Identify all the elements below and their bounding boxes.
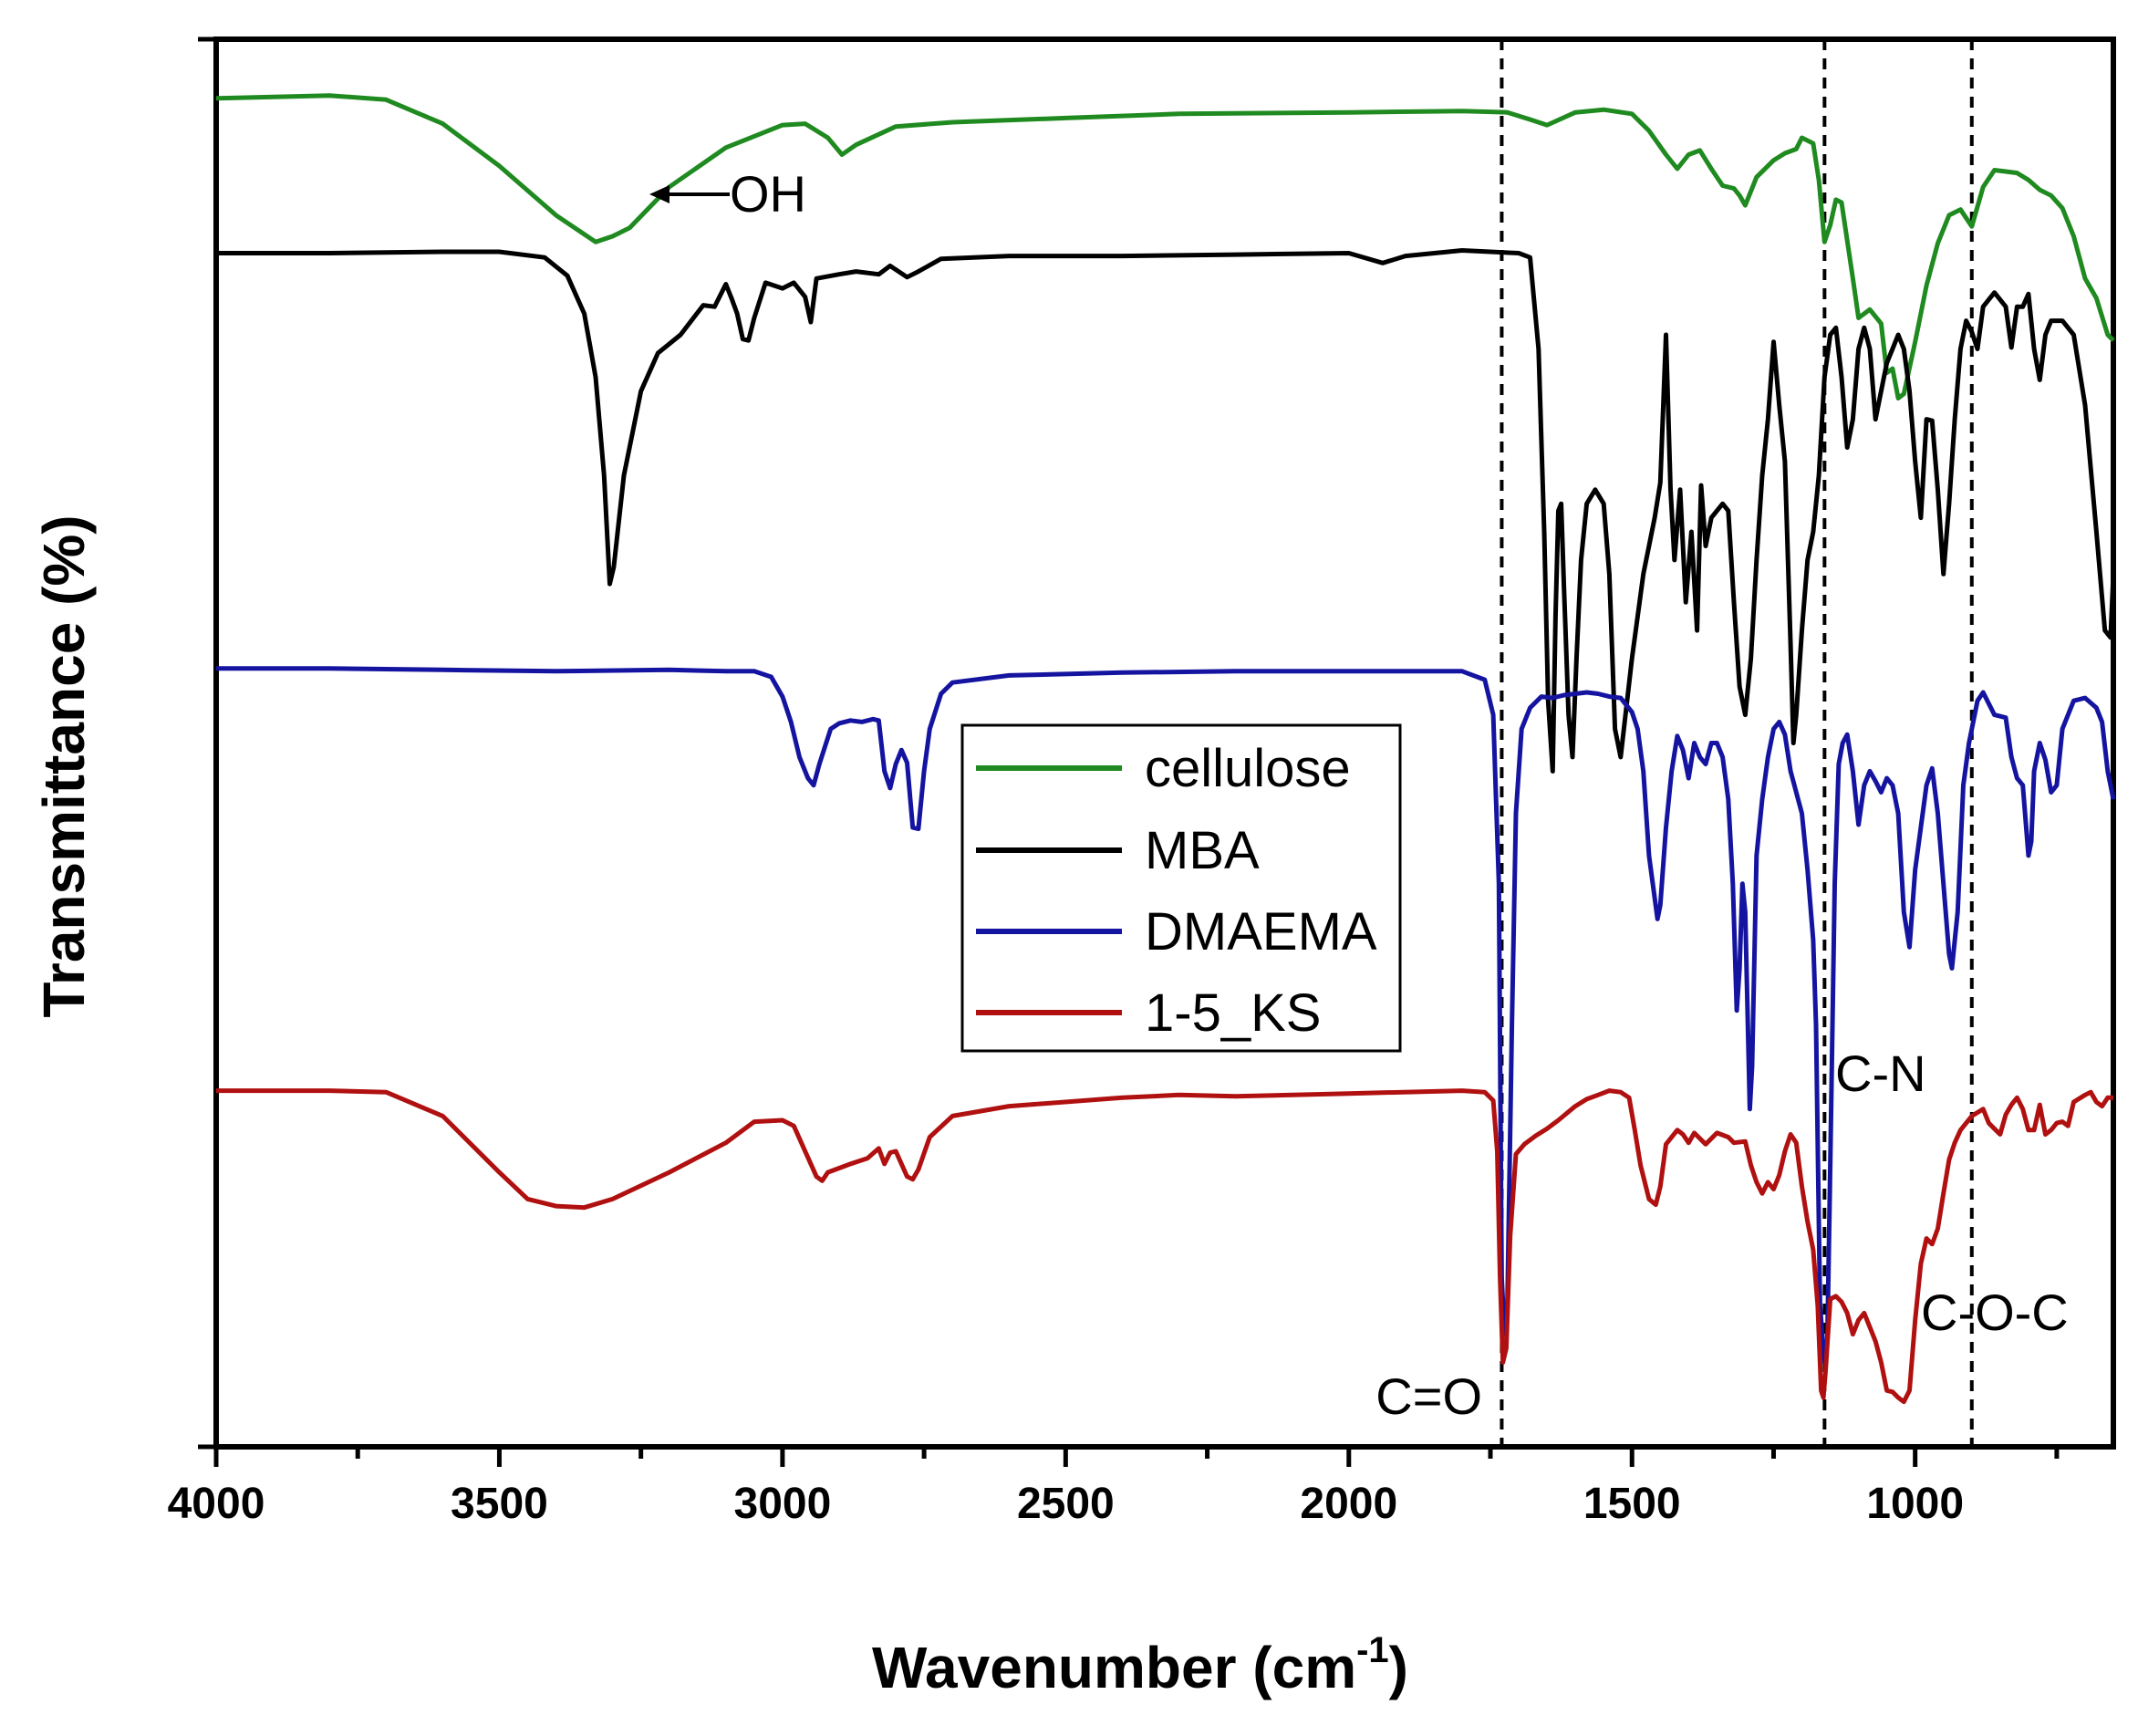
x-tick-label-2000: 2000 (1300, 1480, 1397, 1528)
c-n-label: C-N (1835, 1045, 1926, 1102)
x-axis-title-sup: -1 (1356, 1630, 1389, 1670)
series-line-1-5-ks (216, 1088, 2113, 1405)
series-line-dmaema (216, 666, 2116, 1365)
x-tick-label-1500: 1500 (1583, 1480, 1681, 1528)
c-o-label: C=O (1375, 1367, 1482, 1425)
y-axis-title: Transmittance (%) (31, 515, 97, 1017)
series-line-mba (216, 248, 2116, 774)
legend-box (960, 723, 1402, 1053)
x-tick-label-3500: 3500 (451, 1480, 548, 1528)
legend-label-dmaema: DMAEMA (1145, 902, 1377, 962)
x-tick-label-2500: 2500 (1017, 1480, 1115, 1528)
legend: cellulose MBA DMAEMA 1-5_KS (960, 723, 1402, 1053)
x-tick-label-3000: 3000 (734, 1480, 832, 1528)
x-axis-title: Wavenumber (cm-1) (872, 1630, 1408, 1700)
oh-label: OH (730, 165, 806, 223)
x-tick-labels: 4000 3500 3000 2500 2000 1500 1000 (168, 1480, 1964, 1528)
legend-label-1-5-ks: 1-5_KS (1145, 983, 1321, 1043)
axis-ticks (198, 36, 2060, 1467)
x-tick-label-1000: 1000 (1866, 1480, 1964, 1528)
series-line-cellulose (215, 93, 2115, 400)
series-layer (215, 93, 2116, 1405)
oh-annotation: OH (649, 165, 806, 223)
x-axis-title-close: ) (1389, 1635, 1408, 1700)
c-o-c-label: C-O-C (1921, 1284, 2069, 1341)
oh-arrow-head (649, 185, 669, 203)
legend-label-mba: MBA (1145, 821, 1260, 880)
x-tick-label-4000: 4000 (168, 1480, 265, 1528)
plot-frame (213, 36, 2116, 1450)
legend-label-cellulose: cellulose (1145, 739, 1351, 798)
x-axis-title-main: Wavenumber (cm (872, 1635, 1356, 1700)
